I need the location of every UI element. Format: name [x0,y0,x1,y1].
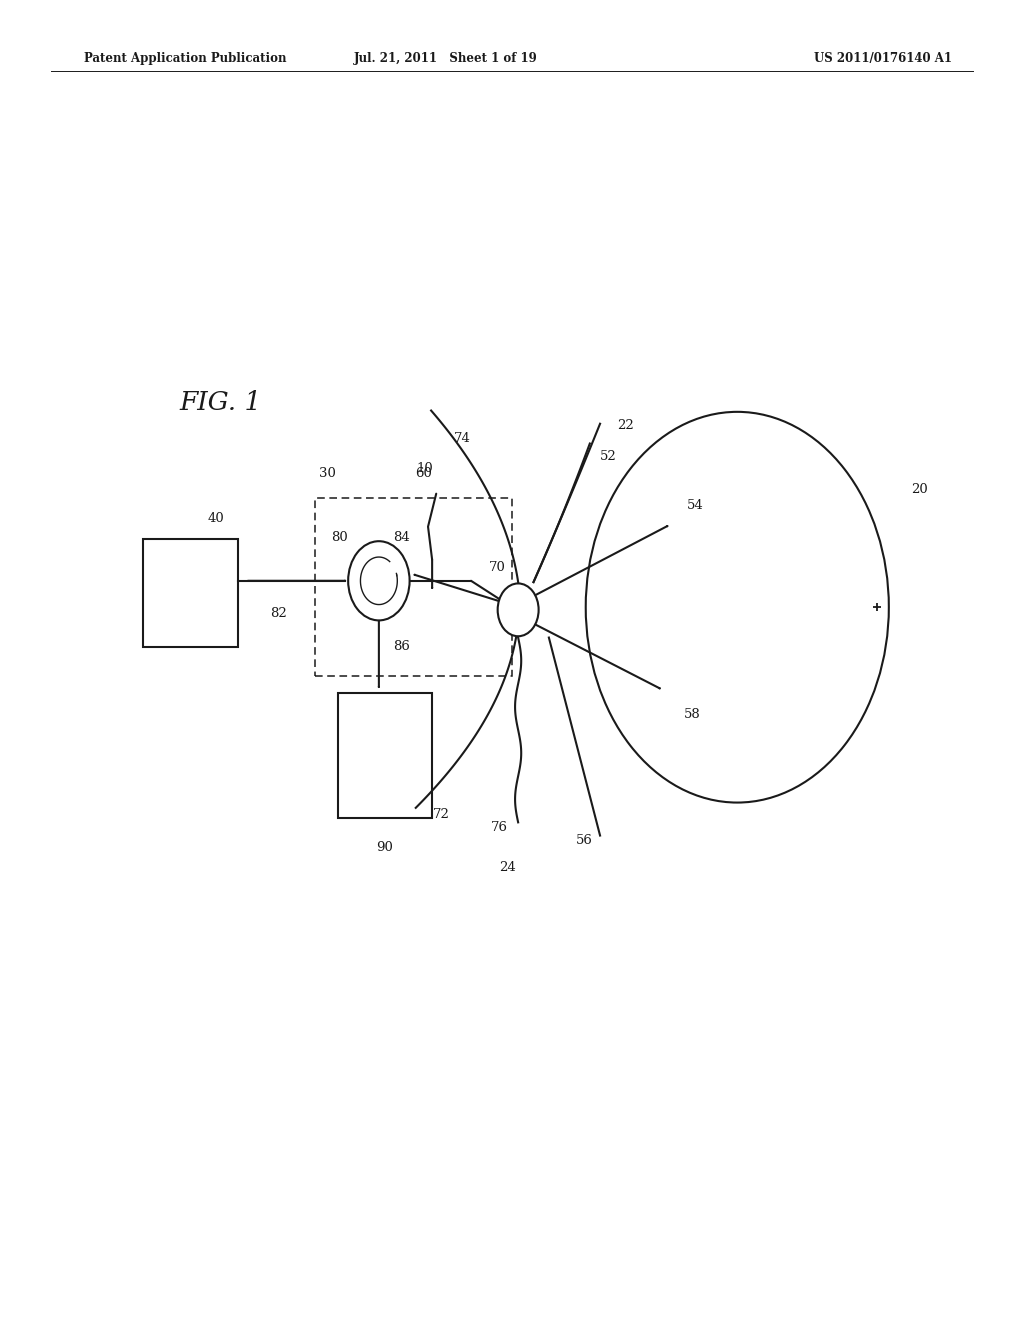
Text: 22: 22 [617,418,634,432]
Text: 74: 74 [454,432,470,445]
Circle shape [348,541,410,620]
Text: 82: 82 [270,607,287,620]
Text: 70: 70 [489,561,506,574]
Text: 72: 72 [433,808,450,821]
Text: 20: 20 [911,483,928,496]
Text: FIG. 1: FIG. 1 [179,391,261,414]
Text: 10: 10 [417,462,433,475]
Text: 80: 80 [332,531,348,544]
Text: 58: 58 [683,708,700,721]
Text: 56: 56 [577,834,593,847]
Text: 54: 54 [686,499,703,512]
Text: 52: 52 [600,450,616,463]
Text: US 2011/0176140 A1: US 2011/0176140 A1 [814,53,951,65]
Text: Patent Application Publication: Patent Application Publication [84,53,287,65]
Bar [315,498,512,676]
Text: 90: 90 [377,841,393,854]
Text: 30: 30 [319,467,336,480]
Text: 84: 84 [393,531,410,544]
Text: 60: 60 [415,467,432,480]
Circle shape [586,412,889,803]
Text: 76: 76 [492,821,508,834]
Text: 86: 86 [393,640,410,653]
Bar [338,693,432,818]
Bar [143,539,238,647]
Text: 40: 40 [208,512,224,525]
Text: 24: 24 [500,861,516,874]
Text: Jul. 21, 2011   Sheet 1 of 19: Jul. 21, 2011 Sheet 1 of 19 [353,53,538,65]
Circle shape [498,583,539,636]
